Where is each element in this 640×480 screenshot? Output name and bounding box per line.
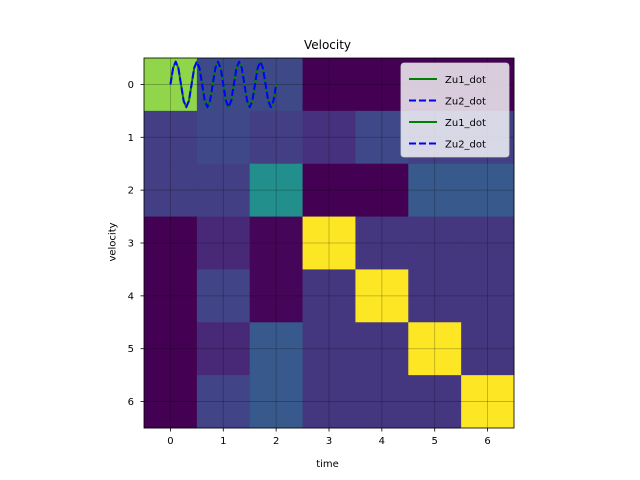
heatmap-cell-r3-c2 bbox=[249, 216, 303, 270]
y-tick-label: 0 bbox=[128, 80, 134, 91]
x-axis-ticks: 0 1 2 3 4 5 6 bbox=[167, 428, 491, 447]
heatmap-cell-r3-c4 bbox=[355, 216, 409, 270]
heatmap-cell-r4-c5 bbox=[408, 269, 462, 323]
heatmap-cell-r4-c0 bbox=[144, 269, 198, 323]
y-axis-label: velocity bbox=[108, 222, 119, 261]
grid-lines bbox=[144, 58, 514, 428]
heatmap-cell-r4-c2 bbox=[249, 269, 303, 323]
heatmap-cell-r5-c4 bbox=[355, 322, 409, 376]
legend: Zu1_dot Zu2_dot Zu1_dot Zu2_dot bbox=[400, 62, 510, 158]
heatmap-cell-r2-c2 bbox=[249, 163, 303, 217]
heatmap-cell-r2-c4 bbox=[355, 163, 409, 217]
y-tick-label: 3 bbox=[128, 239, 134, 250]
heatmap-cell-r6-c4 bbox=[355, 375, 409, 429]
overlay-lines bbox=[169, 60, 278, 109]
heatmap-cell-r5-c2 bbox=[249, 322, 303, 376]
heatmap-cell-r1-c4 bbox=[355, 110, 409, 165]
y-tick-label: 2 bbox=[128, 186, 134, 197]
x-tick-label: 5 bbox=[432, 436, 438, 447]
heatmap-cell-r4-c6 bbox=[461, 269, 515, 323]
heatmap-cell-r2-c1 bbox=[196, 163, 251, 217]
x-tick-label: 3 bbox=[326, 436, 332, 447]
heatmap-cell-r6-c0 bbox=[144, 375, 198, 429]
heatmap-cell-r5-c3 bbox=[302, 322, 356, 376]
heatmap-cell-r6-c2 bbox=[249, 375, 303, 429]
x-tick-label: 4 bbox=[379, 436, 385, 447]
legend-entry-label: Zu2_dot bbox=[445, 140, 486, 151]
heatmap-cell-r6-c5 bbox=[408, 375, 462, 429]
legend-entry-label: Zu1_dot bbox=[445, 75, 486, 86]
y-tick-label: 1 bbox=[128, 133, 134, 144]
heatmap-cell-r5-c1 bbox=[196, 322, 251, 376]
heatmap-cell-r2-c5 bbox=[408, 163, 462, 217]
heatmap-cell-r3-c5 bbox=[408, 216, 462, 270]
x-tick-label: 0 bbox=[167, 436, 173, 447]
heatmap-cell-r5-c6 bbox=[461, 322, 515, 376]
series-line-zu2-dot bbox=[169, 60, 278, 109]
heatmap-cell-r3-c0 bbox=[144, 216, 198, 270]
x-axis-label: time bbox=[316, 459, 339, 470]
y-axis-ticks: 0 1 2 3 4 5 6 bbox=[128, 80, 144, 408]
heatmap-cell-r3-c1 bbox=[196, 216, 251, 270]
heatmap-cell-r0-c3 bbox=[302, 58, 356, 112]
heatmap-cell-r2-c6 bbox=[461, 163, 515, 217]
heatmap-cell-r1-c1 bbox=[196, 110, 251, 165]
heatmap-cell-r4-c4 bbox=[355, 269, 409, 323]
heatmap-cell-r6-c6 bbox=[461, 375, 515, 429]
y-tick-label: 4 bbox=[128, 291, 134, 302]
heatmap-cell-r5-c0 bbox=[144, 322, 198, 376]
heatmap-cell-r3-c3 bbox=[302, 216, 356, 270]
x-tick-label: 1 bbox=[220, 436, 226, 447]
heatmap-cell-r1-c2 bbox=[249, 110, 303, 165]
heatmap-cell-r1-c0 bbox=[144, 110, 198, 165]
heatmap-cell-r2-c0 bbox=[144, 163, 198, 217]
y-tick-label: 5 bbox=[128, 344, 134, 355]
heatmap-cell-r2-c3 bbox=[302, 163, 356, 217]
heatmap-cell-r6-c3 bbox=[302, 375, 356, 429]
chart-title: Velocity bbox=[304, 38, 351, 52]
heatmap-cell-r1-c3 bbox=[302, 110, 356, 165]
legend-entry-label: Zu1_dot bbox=[445, 118, 486, 129]
heatmap-cell-r6-c1 bbox=[196, 375, 251, 429]
heatmap-cell-r4-c1 bbox=[196, 269, 251, 323]
heatmap-cell-r5-c5 bbox=[408, 322, 462, 376]
heatmap-cell-r3-c6 bbox=[461, 216, 515, 270]
legend-box bbox=[400, 62, 510, 158]
heatmap-cell-r4-c3 bbox=[302, 269, 356, 323]
x-tick-label: 6 bbox=[484, 436, 490, 447]
heatmap-cell-r0-c4 bbox=[355, 58, 409, 112]
x-tick-label: 2 bbox=[273, 436, 279, 447]
legend-entry-label: Zu2_dot bbox=[445, 97, 486, 108]
y-tick-label: 6 bbox=[128, 397, 134, 408]
